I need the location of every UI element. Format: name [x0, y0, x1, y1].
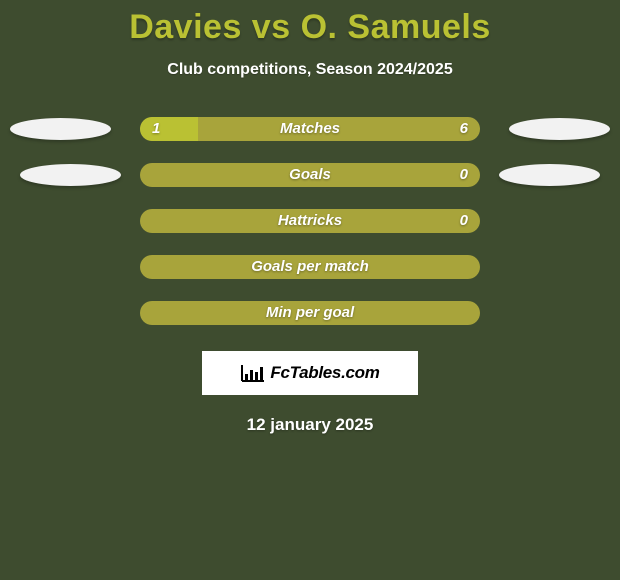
avatar-right	[499, 164, 600, 186]
stat-bar-track: Goals per match	[140, 255, 480, 279]
stat-row: Goals per match	[0, 255, 620, 279]
stat-left-value: 1	[152, 117, 160, 141]
page-title: Davies vs O. Samuels	[0, 0, 620, 47]
site-logo: FcTables.com	[202, 351, 418, 395]
stat-label: Hattricks	[140, 209, 480, 233]
stat-row: 16Matches	[0, 117, 620, 141]
stat-row: Min per goal	[0, 301, 620, 325]
stat-bar-track: Min per goal	[140, 301, 480, 325]
avatar-right	[509, 118, 610, 140]
stat-row: 0Hattricks	[0, 209, 620, 233]
stat-right-value: 6	[460, 117, 468, 141]
site-logo-text: FcTables.com	[270, 363, 379, 383]
stat-right-value: 0	[460, 163, 468, 187]
bar-chart-icon	[240, 363, 266, 383]
stat-label: Goals	[140, 163, 480, 187]
stat-bar-track: 0Hattricks	[140, 209, 480, 233]
stat-rows: 16Matches0Goals0HattricksGoals per match…	[0, 117, 620, 325]
avatar-left	[10, 118, 111, 140]
stat-bar-track: 0Goals	[140, 163, 480, 187]
stat-label: Min per goal	[140, 301, 480, 325]
snapshot-date: 12 january 2025	[0, 415, 620, 435]
stat-bar-track: 16Matches	[140, 117, 480, 141]
stat-bar-left-fill	[140, 117, 198, 141]
stat-row: 0Goals	[0, 163, 620, 187]
stat-label: Goals per match	[140, 255, 480, 279]
page-subtitle: Club competitions, Season 2024/2025	[0, 61, 620, 79]
stat-right-value: 0	[460, 209, 468, 233]
avatar-left	[20, 164, 121, 186]
